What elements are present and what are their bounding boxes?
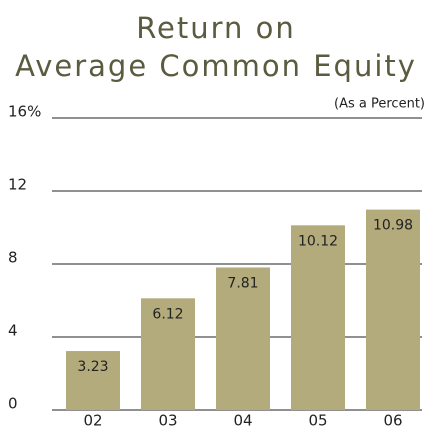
x-tick-label: 06 bbox=[383, 412, 402, 429]
x-tick-label: 04 bbox=[233, 412, 252, 429]
x-tick-label: 03 bbox=[158, 412, 177, 429]
x-tick-label: 05 bbox=[308, 412, 327, 429]
data-label: 10.98 bbox=[373, 218, 413, 234]
data-label: 7.81 bbox=[227, 275, 258, 291]
data-label: 6.12 bbox=[152, 306, 183, 322]
y-tick-label: 16% bbox=[8, 103, 41, 121]
bar bbox=[366, 209, 420, 410]
chart-title: Return on bbox=[136, 11, 296, 45]
bar bbox=[291, 225, 345, 410]
bar bbox=[141, 298, 195, 410]
y-tick-label: 12 bbox=[8, 176, 27, 194]
data-label: 3.23 bbox=[77, 359, 108, 375]
x-tick-label: 02 bbox=[83, 412, 102, 429]
data-label: 10.12 bbox=[298, 233, 338, 249]
bar bbox=[216, 267, 270, 410]
y-tick-label: 8 bbox=[8, 249, 18, 267]
y-tick-label: 0 bbox=[8, 395, 18, 413]
chart-title: Average Common Equity bbox=[15, 49, 417, 83]
y-tick-label: 4 bbox=[8, 322, 18, 340]
bar bbox=[66, 351, 120, 410]
chart-subtitle: (As a Percent) bbox=[334, 97, 425, 112]
